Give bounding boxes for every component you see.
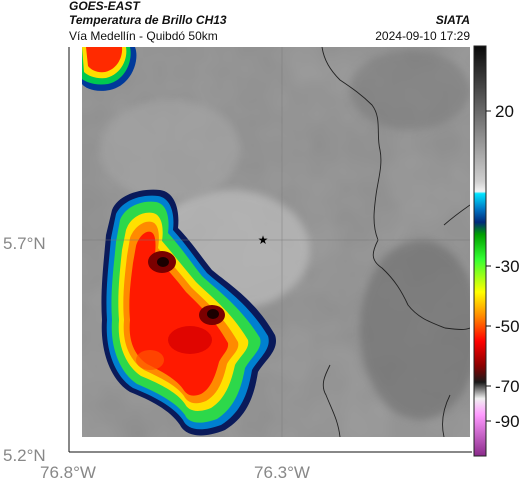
lat-tick-label: 5.7°N — [3, 234, 46, 253]
storm-cell-north — [82, 47, 137, 91]
timestamp-label: 2024-09-10 17:29 — [375, 29, 470, 43]
cloud-field — [82, 47, 470, 437]
lat-tick-label: 5.2°N — [3, 446, 46, 465]
organization-label: SIATA — [435, 13, 470, 27]
star-icon: ★ — [258, 233, 269, 247]
lon-tick-label: 76.3°W — [254, 463, 310, 482]
storm-cell-main — [101, 189, 277, 436]
colorbar-tick-label: -50 — [495, 317, 520, 336]
lon-tick-label: 76.8°W — [40, 463, 96, 482]
colorbar-tick-label: -30 — [495, 257, 520, 276]
colorbar-tick-label: -70 — [495, 377, 520, 396]
product-title: Temperatura de Brillo CH13 — [69, 13, 227, 27]
satellite-title: GOES-EAST — [69, 0, 140, 13]
region-subtitle: Vía Medellín - Quibdó 50km — [69, 29, 218, 43]
admin-borders — [321, 47, 470, 437]
colorbar-tick-label: -90 — [495, 412, 520, 431]
colorbar: 20 -30 -50 -70 -90 — [473, 45, 520, 457]
colorbar-tick-label: 20 — [495, 102, 514, 121]
